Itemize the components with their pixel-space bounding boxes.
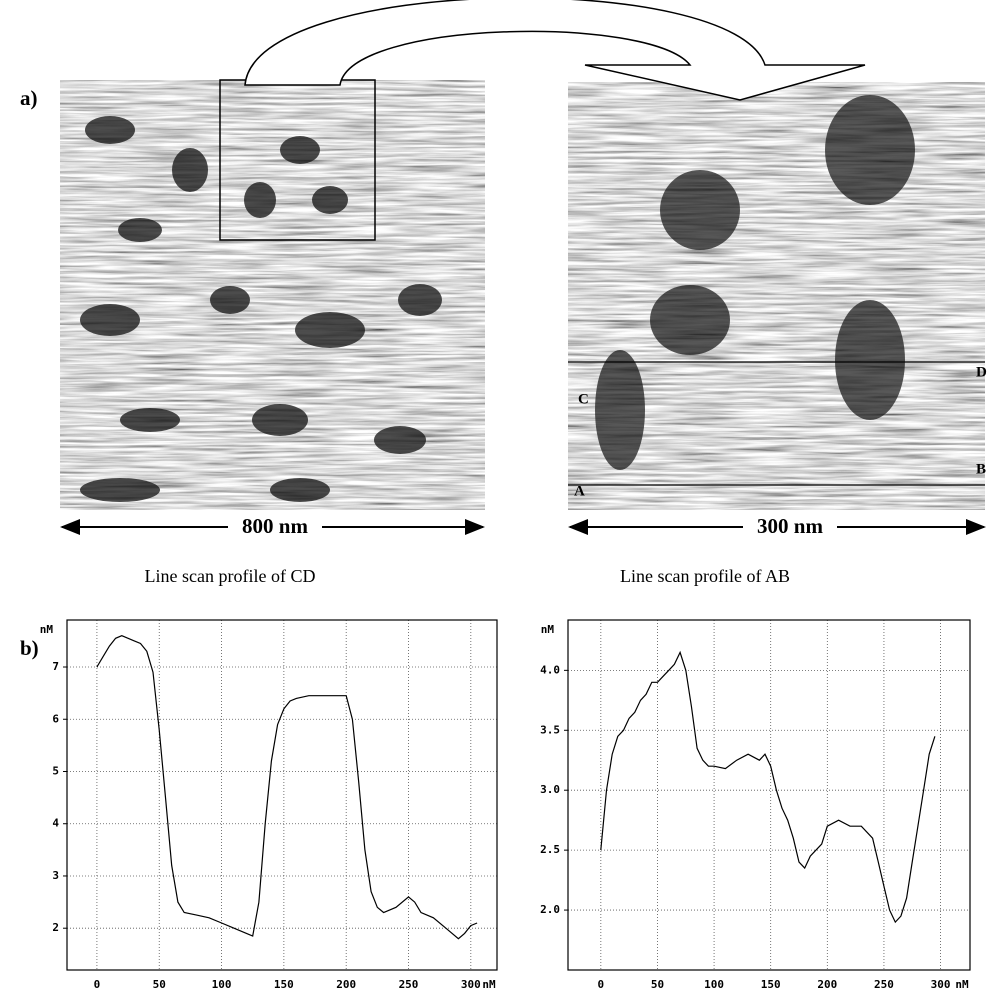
scale-label: 800 nm [242,514,308,538]
x-tick-label: 200 [336,978,356,991]
x-tick-label: 300 [461,978,481,991]
zoom-arrow [244,0,866,101]
x-tick-label: 150 [761,978,781,991]
y-tick-label: 7 [52,660,59,673]
afm-image-right [568,82,985,510]
x-unit: nM [955,978,969,991]
panel-label: a) [20,86,38,110]
y-tick-label: 3.5 [540,723,560,736]
x-tick-label: 50 [651,978,664,991]
profile-line [96,635,478,940]
marker-label: C [578,391,589,407]
panel-label: b) [20,636,39,660]
scale-bar: 800 nm [60,513,485,541]
y-tick-label: 6 [52,712,59,725]
x-unit: nM [482,978,496,991]
x-tick-label: 100 [212,978,232,991]
y-tick-label: 2 [52,921,59,934]
afm-image-left [60,79,485,510]
y-tick-label: 2.0 [540,903,560,916]
y-unit: nM [541,623,555,636]
y-tick-label: 4.0 [540,663,560,676]
y-tick-label: 3.0 [540,783,560,796]
y-unit: nM [40,623,54,636]
scale-label: 300 nm [757,514,823,538]
x-tick-label: 250 [399,978,419,991]
plot-frame [567,619,971,971]
chart-title: Line scan profile of CD [145,566,316,586]
x-tick-label: 0 [94,978,101,991]
profile-line [600,650,936,924]
x-tick-label: 150 [274,978,294,991]
y-tick-label: 3 [52,869,59,882]
marker-label: D [976,364,987,380]
y-tick-label: 2.5 [540,843,560,856]
x-tick-label: 100 [704,978,724,991]
x-tick-label: 250 [874,978,894,991]
y-tick-label: 5 [52,764,59,777]
plot-frame [66,619,498,971]
marker-label: A [574,483,585,499]
scale-bar: 300 nm [568,513,986,541]
charts: Line scan profile of CD 2 3 4 5 6 7 0 50 100 150 20… [40,566,971,991]
x-tick-label: 200 [817,978,837,991]
y-tick-label: 4 [52,817,59,830]
x-tick-label: 300 [931,978,951,991]
chart-title: Line scan profile of AB [620,566,790,586]
x-tick-label: 0 [598,978,605,991]
x-tick-label: 50 [153,978,166,991]
marker-label: B [976,461,986,477]
